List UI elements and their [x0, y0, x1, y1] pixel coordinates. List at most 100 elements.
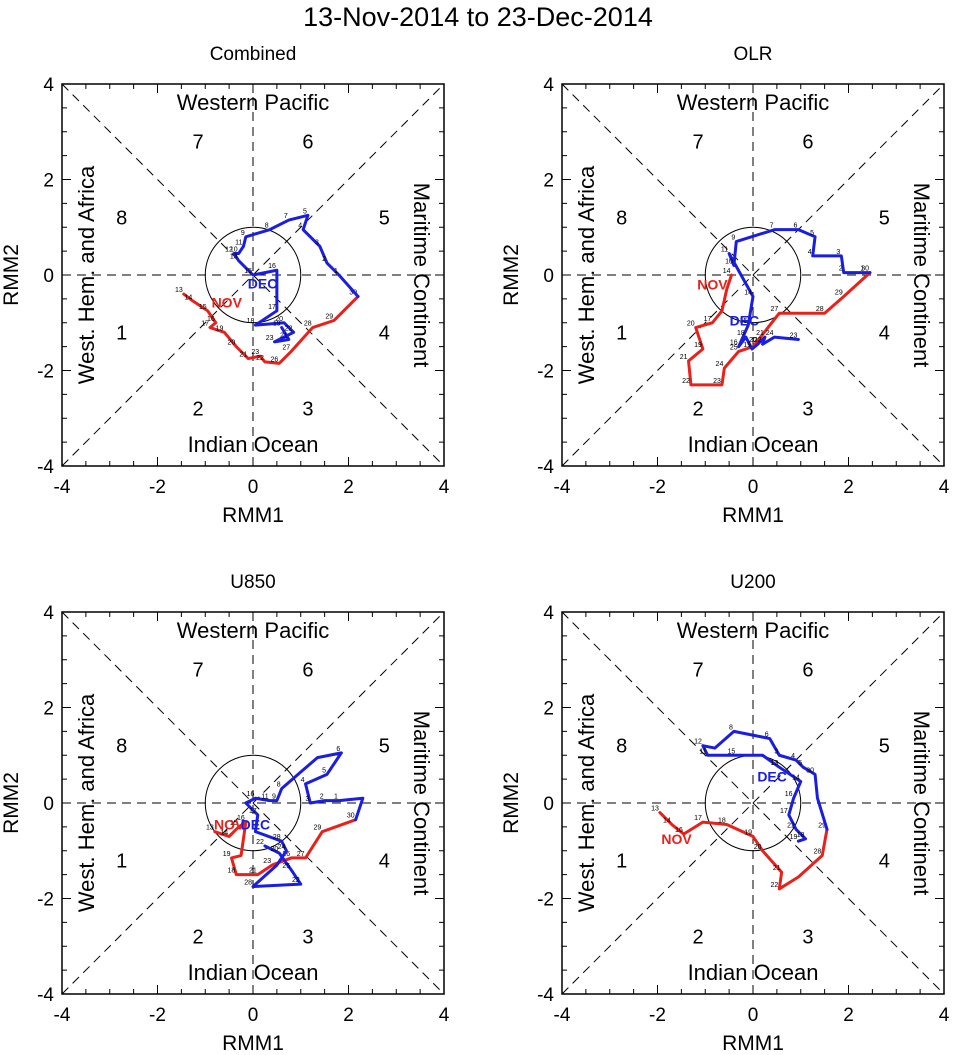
x-axis-title: RMM1	[222, 1032, 284, 1055]
region-label-top: Western Pacific	[177, 618, 329, 643]
y-tick-label: 0	[543, 794, 554, 815]
day-label: 14	[744, 289, 752, 296]
y-tick-label: -2	[37, 890, 54, 911]
day-label: 24	[716, 361, 724, 368]
day-label: 18	[247, 318, 255, 325]
day-label: 17	[704, 316, 712, 323]
phase-number: 6	[802, 659, 813, 681]
day-label: 18	[718, 817, 726, 824]
panel-title: U850	[230, 572, 275, 593]
x-tick-label: 4	[939, 477, 950, 498]
y-axis-title: RMM2	[0, 244, 23, 306]
phase-number: 8	[116, 736, 127, 758]
day-label: 9	[731, 235, 735, 242]
day-label: 21	[756, 330, 764, 337]
region-label-left: West. Hem. and Africa	[574, 165, 599, 384]
y-tick-label: 0	[43, 266, 54, 287]
region-label-top: Western Pacific	[677, 618, 829, 643]
day-label: 17	[249, 808, 257, 815]
phase-number: 2	[693, 399, 704, 421]
phase-number: 7	[193, 131, 204, 153]
day-label: 22	[770, 882, 778, 889]
phase-number: 5	[879, 736, 890, 758]
y-tick-label: -4	[37, 457, 54, 478]
phase-number: 2	[193, 927, 204, 949]
day-label: 30	[861, 266, 869, 273]
day-label: 17	[694, 815, 702, 822]
x-tick-label: 2	[843, 1005, 854, 1026]
y-tick-label: 2	[43, 699, 54, 720]
y-tick-label: 0	[43, 794, 54, 815]
day-label: 14	[723, 268, 731, 275]
day-label: 9	[272, 794, 276, 801]
day-label: 24	[766, 330, 774, 337]
series-line-nov	[213, 818, 358, 877]
day-label: 22	[754, 337, 762, 344]
day-label: 12	[225, 247, 233, 254]
day-label: 16	[237, 815, 245, 822]
day-label: 14	[663, 817, 671, 824]
day-label: 2	[320, 794, 324, 801]
phase-number: 6	[302, 659, 313, 681]
y-tick-label: 2	[43, 171, 54, 192]
day-label: 28	[813, 849, 821, 856]
figure-title: 13-Nov-2014 to 23-Dec-2014	[303, 2, 653, 32]
day-label: 21	[280, 332, 288, 339]
y-tick-label: 4	[43, 603, 54, 624]
day-label: 16	[207, 316, 215, 323]
phase-number: 7	[693, 659, 704, 681]
region-label-bottom: Indian Ocean	[188, 432, 319, 457]
x-tick-label: 4	[939, 1005, 950, 1026]
phase-number: 1	[616, 322, 627, 344]
day-label: 16	[247, 791, 255, 798]
day-label: 23	[263, 858, 271, 865]
x-axis-title: RMM1	[222, 504, 284, 527]
day-label: 3	[305, 796, 309, 803]
y-tick-label: -2	[537, 890, 554, 911]
day-label: 23	[266, 335, 274, 342]
series-line-nov	[182, 292, 360, 365]
day-label: 19	[223, 851, 231, 858]
x-tick-label: 2	[343, 1005, 354, 1026]
day-label: 1	[334, 794, 338, 801]
day-label: 16	[730, 340, 738, 347]
panel-title: OLR	[733, 44, 772, 65]
day-label: 22	[285, 325, 293, 332]
y-tick-label: -2	[37, 362, 54, 383]
phase-number: 3	[802, 399, 813, 421]
phase-number: 6	[302, 131, 313, 153]
day-label: 17	[201, 321, 209, 328]
day-label: 27	[282, 344, 290, 351]
day-label: 25	[282, 863, 290, 870]
day-label: 18	[227, 868, 235, 875]
day-label: 1	[334, 268, 338, 275]
day-label: 22	[787, 822, 795, 829]
region-label-right: Maritime Continent	[409, 183, 434, 368]
unit-circle	[704, 226, 802, 324]
y-tick-label: 4	[543, 603, 554, 624]
day-label: 4	[301, 777, 305, 784]
day-label: 12	[694, 739, 702, 746]
day-label: 19	[790, 834, 798, 841]
day-label: 28	[304, 321, 312, 328]
day-label: 19	[743, 342, 751, 349]
x-tick-label: 0	[748, 1005, 759, 1026]
diagonal-line	[61, 611, 445, 995]
day-label: 14	[792, 775, 800, 782]
x-tick-label: -4	[554, 477, 571, 498]
unit-circle	[204, 226, 302, 324]
day-label: 17	[268, 304, 276, 311]
phase-number: 4	[879, 850, 890, 872]
day-label: 15	[739, 318, 747, 325]
unit-circle	[204, 754, 302, 852]
panel-3: U850 Western Pacific Indian Ocean West. Hem…	[0, 572, 450, 1055]
phase-number: 4	[379, 850, 390, 872]
day-label: 3	[774, 748, 778, 755]
day-label: 5	[322, 767, 326, 774]
day-label: 6	[765, 732, 769, 739]
phase-number: 4	[879, 322, 890, 344]
x-tick-label: 4	[439, 477, 450, 498]
region-label-bottom: Indian Ocean	[188, 960, 319, 985]
y-tick-label: 4	[543, 75, 554, 96]
